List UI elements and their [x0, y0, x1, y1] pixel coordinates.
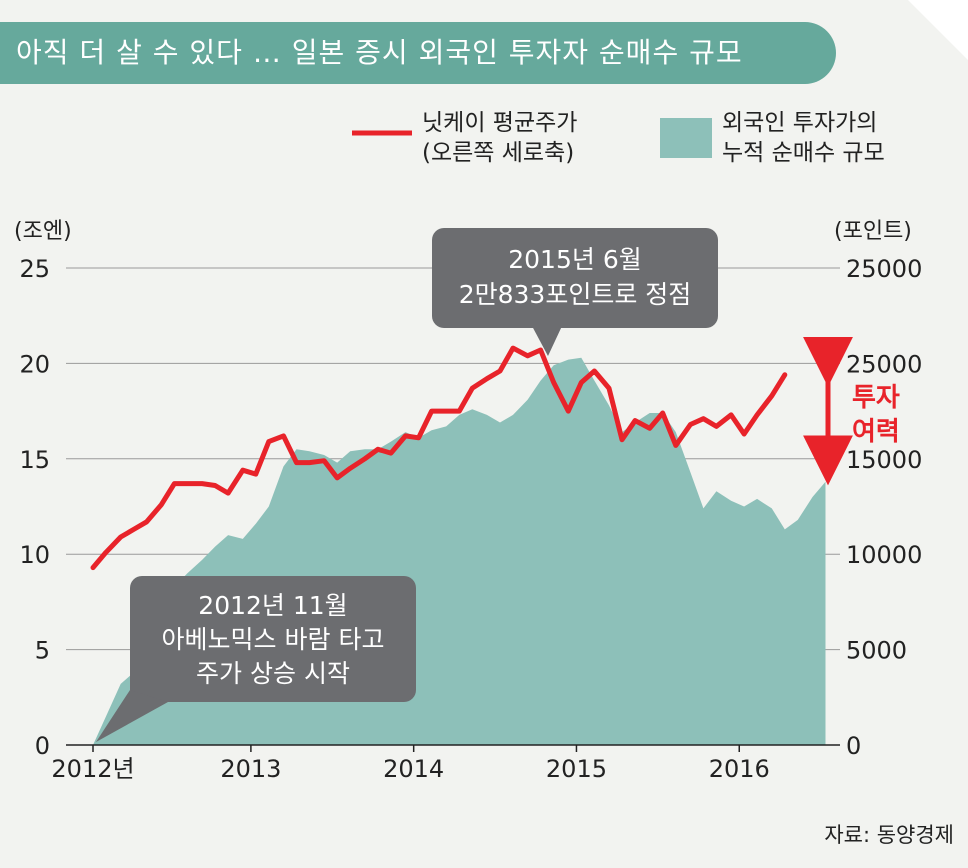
x-ticks: 2012년 2013 2014 2015 2016 — [51, 745, 770, 783]
x-tick-label-3: 2015 — [546, 755, 607, 783]
y-right-tick-5: 25000 — [846, 255, 922, 283]
y-right-tick-2: 10000 — [846, 541, 922, 569]
legend-area-label-1: 외국인 투자가의 — [722, 110, 877, 136]
line-series-layer — [90, 345, 788, 571]
callout-peak-line-2: 2만833포인트로 정점 — [459, 280, 692, 309]
y-left-tick-0: 0 — [35, 732, 50, 760]
callout-peak-pointer — [532, 326, 562, 356]
callout-peak: 2015년 6월 2만833포인트로 정점 — [432, 228, 718, 356]
callout-abenomics-pointer — [96, 690, 168, 742]
y-left-tick-2: 10 — [19, 541, 50, 569]
callout-peak-line-1: 2015년 6월 — [508, 245, 641, 274]
callout-abenomics-line-1: 2012년 11월 — [198, 591, 347, 620]
y-right-label: (포인트) — [834, 219, 912, 244]
legend-line-label-1: 닛케이 평균주가 — [422, 110, 577, 136]
headroom-label-2: 여력 — [852, 417, 900, 447]
line-series-nikkei — [90, 345, 788, 571]
y-right-tick-0: 0 — [846, 732, 861, 760]
page-corner-fold — [908, 0, 968, 60]
callout-abenomics: 2012년 11월 아베노믹스 바람 타고 주가 상승 시작 — [96, 576, 416, 742]
callout-peak-box — [432, 228, 718, 328]
y-left-tick-1: 5 — [35, 637, 50, 665]
y-left-ticks: 0 5 10 15 20 25 — [19, 255, 50, 760]
source-note: 자료: 동양경제 — [824, 823, 954, 847]
headroom-annotation: 투자 여력 — [803, 336, 900, 486]
y-right-tick-1: 5000 — [846, 637, 907, 665]
callout-abenomics-box — [130, 576, 416, 702]
x-tick-label-1: 2013 — [220, 755, 281, 783]
y-right-tick-4: 25000 — [846, 350, 922, 378]
legend-area-label-2: 누적 순매수 규모 — [722, 140, 885, 166]
x-tick-label-4: 2016 — [709, 755, 770, 783]
y-right-tick-3: 15000 — [846, 446, 922, 474]
y-left-label: (조엔) — [14, 219, 72, 244]
chart-title: 아직 더 살 수 있다 … 일본 증시 외국인 투자자 순매수 규모 — [0, 22, 836, 84]
x-tick-label-2: 2014 — [383, 755, 444, 783]
callout-abenomics-line-3: 주가 상승 시작 — [196, 659, 350, 688]
x-tick-label-0: 2012년 — [51, 755, 134, 783]
headroom-label-1: 투자 — [852, 383, 900, 413]
y-left-tick-4: 20 — [19, 350, 50, 378]
legend-line-label-2: (오른쪽 세로축) — [422, 140, 574, 166]
y-right-ticks: 0 5000 10000 15000 25000 25000 — [846, 255, 922, 760]
legend-area-swatch — [660, 118, 712, 158]
legend: 닛케이 평균주가 (오른쪽 세로축) 외국인 투자가의 누적 순매수 규모 — [352, 110, 885, 166]
callout-abenomics-line-2: 아베노믹스 바람 타고 — [162, 625, 385, 654]
y-left-tick-3: 15 — [19, 446, 50, 474]
y-left-tick-5: 25 — [19, 255, 50, 283]
